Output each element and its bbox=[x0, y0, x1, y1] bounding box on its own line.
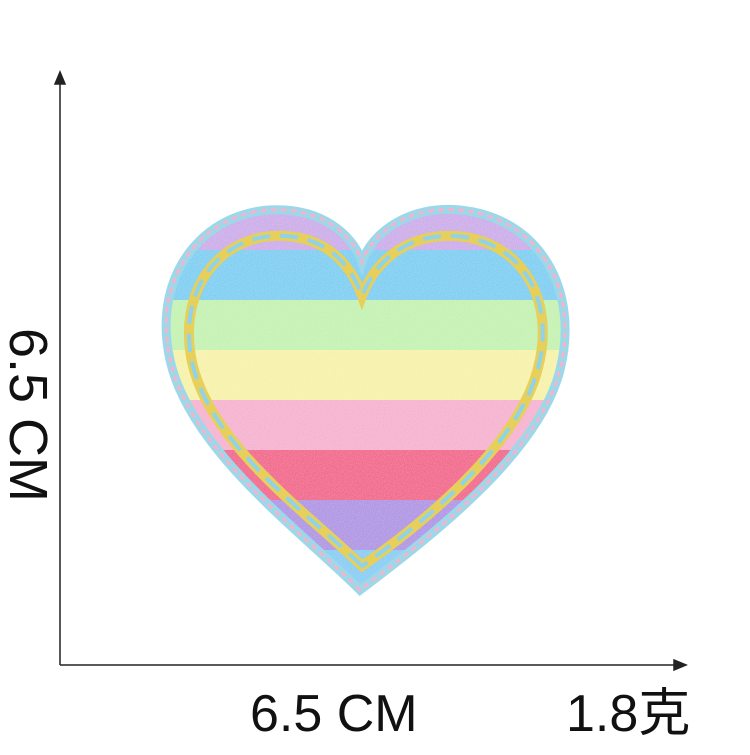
heart-patch bbox=[161, 204, 570, 596]
dimension-axes bbox=[53, 70, 688, 672]
inner-border-stitch bbox=[186, 233, 545, 569]
outer-border-stitch bbox=[164, 207, 567, 592]
horizontal-axis-arrow-icon bbox=[673, 658, 688, 672]
vertical-axis-arrow-icon bbox=[53, 70, 67, 85]
weight-label: 1.8克 bbox=[566, 685, 691, 743]
height-label: 6.5 CM bbox=[0, 327, 58, 503]
width-label: 6.5 CM bbox=[250, 685, 418, 743]
